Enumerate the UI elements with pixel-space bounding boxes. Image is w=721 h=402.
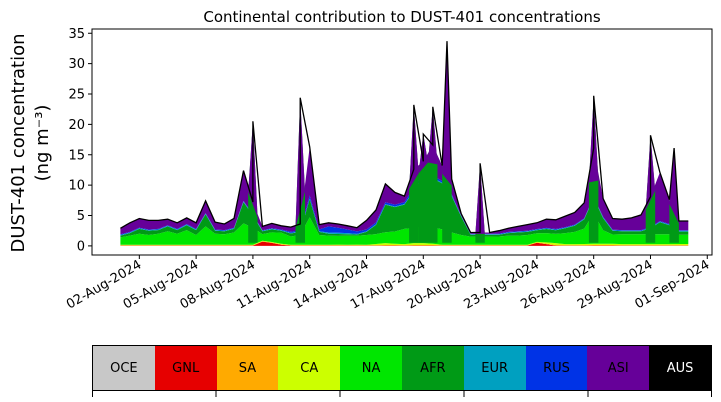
- spike-cap: [442, 41, 452, 186]
- y-axis-label-line1: DUST-401 concentration: [8, 33, 29, 252]
- legend-item-na: NA: [340, 346, 402, 390]
- area-asi: [120, 145, 689, 235]
- legend-ticks: [92, 391, 712, 397]
- plot-frame: [91, 28, 713, 256]
- area-eur: [120, 176, 689, 236]
- legend-item-aus: AUS: [649, 346, 711, 390]
- area-ca: [120, 240, 689, 246]
- y-axis-label-line2: (ng m⁻³): [32, 105, 53, 182]
- legend-item-sa: SA: [216, 346, 279, 390]
- legend-item-eur: EUR: [463, 346, 526, 390]
- y-tick-label: 15: [68, 148, 85, 163]
- chart-title: Continental contribution to DUST-401 con…: [203, 8, 600, 26]
- y-tick-label: 25: [68, 88, 85, 103]
- y-tick-label: 0: [77, 239, 85, 254]
- region-legend: OCE GNL SA CA NA AFR EUR RUS ASI AUS: [92, 345, 712, 391]
- area-afr: [120, 177, 689, 238]
- y-tick-label: 5: [77, 209, 85, 224]
- legend-item-afr: AFR: [401, 346, 464, 390]
- stacked-areas: [120, 145, 689, 246]
- y-tick-label: 35: [68, 27, 85, 42]
- y-tick-label: 30: [68, 57, 85, 72]
- y-tick-label: 10: [68, 179, 85, 194]
- spike-cap: [669, 148, 679, 224]
- total-line: [120, 41, 689, 234]
- legend-item-rus: RUS: [525, 346, 588, 390]
- area-na: [120, 213, 689, 245]
- x-axis-ticks: 02-Aug-202405-Aug-202408-Aug-202411-Aug-…: [64, 255, 712, 313]
- y-axis-ticks: 0 5 10 15 20 25 30 35: [68, 27, 92, 254]
- y-axis-label: DUST-401 concentration (ng m⁻³): [8, 33, 53, 252]
- y-tick-label: 20: [68, 118, 85, 133]
- dust-chart: Continental contribution to DUST-401 con…: [8, 8, 713, 313]
- legend-item-ca: CA: [278, 346, 341, 390]
- area-gnl: [120, 241, 689, 246]
- legend-item-asi: ASI: [587, 346, 650, 390]
- legend-item-gnl: GNL: [154, 346, 217, 390]
- legend-item-oce: OCE: [93, 346, 155, 390]
